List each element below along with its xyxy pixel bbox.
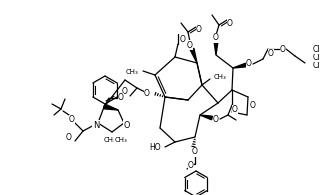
Text: O: O	[124, 121, 130, 129]
Text: O: O	[187, 41, 193, 50]
Text: O: O	[213, 114, 219, 123]
Text: O: O	[213, 34, 219, 43]
Text: O: O	[121, 88, 127, 97]
Text: O: O	[66, 134, 72, 143]
Text: O: O	[227, 19, 233, 27]
Text: O: O	[188, 161, 194, 170]
Text: O: O	[232, 105, 238, 114]
Text: HO: HO	[149, 143, 161, 152]
Text: Cl: Cl	[313, 60, 320, 69]
Text: O: O	[192, 147, 198, 157]
Text: O: O	[144, 89, 150, 98]
Text: O: O	[268, 50, 274, 58]
Text: Cl: Cl	[313, 44, 320, 53]
Text: O: O	[69, 115, 75, 124]
Polygon shape	[190, 48, 197, 63]
Text: O: O	[118, 93, 124, 103]
Text: CH₃: CH₃	[214, 74, 227, 80]
Text: O: O	[180, 35, 186, 43]
Polygon shape	[104, 105, 118, 110]
Text: O: O	[196, 26, 202, 35]
Text: Cl: Cl	[313, 52, 320, 61]
Polygon shape	[214, 41, 218, 55]
Text: CH₃: CH₃	[104, 137, 116, 143]
Text: CH₃: CH₃	[125, 69, 138, 75]
Text: CH₃: CH₃	[115, 137, 127, 143]
Text: O: O	[280, 44, 286, 53]
Polygon shape	[233, 63, 247, 68]
Text: O: O	[249, 102, 255, 111]
Text: N: N	[93, 121, 99, 129]
Polygon shape	[200, 115, 213, 120]
Text: O: O	[246, 59, 252, 68]
